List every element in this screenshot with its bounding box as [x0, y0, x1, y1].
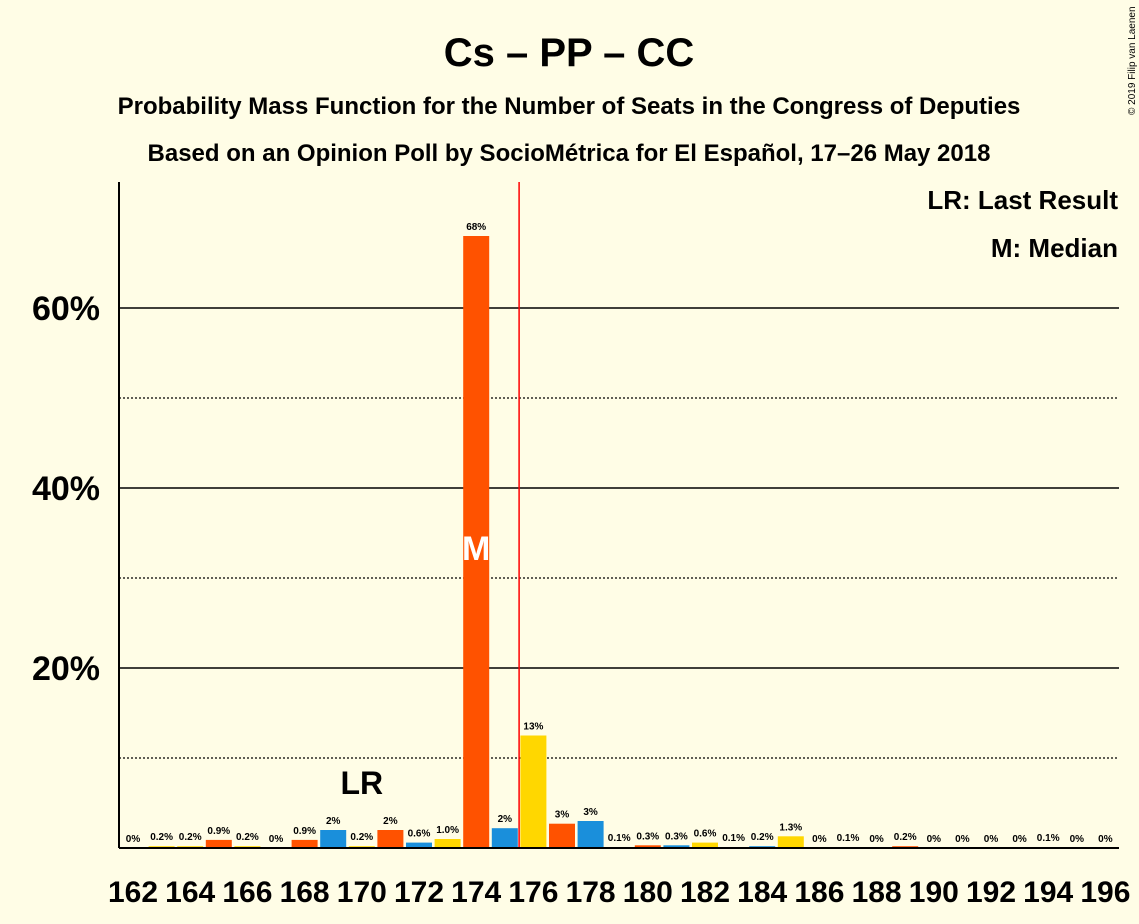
x-tick-162: 162: [108, 876, 158, 909]
data-label-seat-184: 0.2%: [751, 832, 774, 843]
data-label-seat-189: 0.2%: [894, 832, 917, 843]
data-label-seat-174: 68%: [466, 222, 486, 233]
data-label-seat-177: 3%: [555, 810, 570, 821]
bar-seat-165: [205, 839, 232, 848]
data-label-seat-194: 0.1%: [1037, 833, 1060, 844]
x-tick-164: 164: [165, 876, 215, 909]
data-label-seat-190: 0%: [927, 834, 942, 845]
x-tick-176: 176: [508, 876, 558, 909]
data-label-seat-163: 0.2%: [150, 832, 173, 843]
bar-seat-174: [463, 236, 490, 848]
bar-seat-173: [434, 839, 461, 848]
data-label-seat-167: 0%: [269, 834, 284, 845]
annotations: LR M: [340, 182, 520, 848]
data-label-seat-170: 0.2%: [350, 832, 373, 843]
data-label-seat-171: 2%: [383, 816, 398, 827]
data-label-seat-193: 0%: [1012, 834, 1027, 845]
y-tick-60: 60%: [32, 290, 100, 328]
x-tick-166: 166: [222, 876, 272, 909]
data-label-seat-179: 0.1%: [608, 833, 631, 844]
x-tick-168: 168: [280, 876, 330, 909]
last-result-marker: LR: [340, 765, 383, 801]
data-label-seat-196: 0%: [1098, 834, 1113, 845]
bar-seat-185: [777, 836, 804, 848]
y-tick-40: 40%: [32, 470, 100, 508]
bar-seat-178: [577, 821, 604, 848]
data-label-seat-188: 0%: [869, 834, 884, 845]
x-tick-190: 190: [909, 876, 959, 909]
data-label-seat-164: 0.2%: [179, 832, 202, 843]
bar-seat-168: [291, 839, 318, 848]
data-label-seat-180: 0.3%: [636, 831, 659, 842]
chart-subtitle-2: Based on an Opinion Poll by SocioMétrica…: [148, 140, 991, 167]
y-tick-20: 20%: [32, 650, 100, 688]
data-label-seat-173: 1.0%: [436, 825, 459, 836]
x-tick-188: 188: [852, 876, 902, 909]
x-tick-labels: 162 164 166 168 170 172 174 176 178 180 182 184 186 1…: [108, 876, 1130, 909]
chart-subtitle-1: Probability Mass Function for the Number…: [118, 93, 1021, 120]
x-tick-196: 196: [1080, 876, 1130, 909]
data-label-seat-195: 0%: [1070, 834, 1085, 845]
data-label-seat-168: 0.9%: [293, 826, 316, 837]
data-label-seat-176: 13%: [523, 722, 543, 733]
data-label-seat-192: 0%: [984, 834, 999, 845]
copyright-notice: © 2019 Filip van Laenen: [1127, 6, 1138, 115]
bar-seat-177: [549, 823, 575, 848]
data-label-seat-175: 2%: [498, 814, 513, 825]
data-label-seat-178: 3%: [583, 807, 598, 818]
bar-seat-171: [377, 830, 404, 848]
x-tick-180: 180: [623, 876, 673, 909]
data-label-seat-169: 2%: [326, 816, 341, 827]
data-label-seat-172: 0.6%: [408, 829, 431, 840]
bar-seat-182: [692, 842, 718, 848]
data-label-seat-166: 0.2%: [236, 832, 259, 843]
x-tick-182: 182: [680, 876, 730, 909]
bar-seat-180: [634, 845, 661, 848]
bar-seat-172: [406, 842, 432, 848]
gridlines: [119, 307, 1119, 759]
x-tick-174: 174: [451, 876, 501, 909]
x-tick-172: 172: [394, 876, 444, 909]
x-tick-178: 178: [566, 876, 616, 909]
median-marker: M: [462, 530, 490, 568]
bar-seat-175: [491, 828, 518, 848]
chart-title: Cs – PP – CC: [444, 31, 695, 75]
data-label-seat-165: 0.9%: [207, 826, 230, 837]
data-label-seat-183: 0.1%: [722, 833, 745, 844]
bar-seat-169: [320, 830, 347, 848]
bar-seat-176: [520, 735, 547, 848]
bars: 0% 0.2% 0.2% 0.9% 0.2% 0% 0.9% 2% 0.2% 2% 0.6% 1.0%…: [126, 222, 1113, 848]
x-tick-184: 184: [737, 876, 787, 909]
data-label-seat-181: 0.3%: [665, 831, 688, 842]
data-label-seat-162: 0%: [126, 834, 141, 845]
data-label-seat-187: 0.1%: [837, 833, 860, 844]
x-tick-192: 192: [966, 876, 1016, 909]
x-tick-170: 170: [337, 876, 387, 909]
legend-last-result: LR: Last Result: [927, 185, 1118, 215]
legend-median: M: Median: [991, 233, 1118, 263]
data-label-seat-186: 0%: [812, 834, 827, 845]
data-label-seat-182: 0.6%: [694, 829, 717, 840]
x-tick-194: 194: [1023, 876, 1073, 909]
x-tick-186: 186: [794, 876, 844, 909]
y-tick-labels: 20% 40% 60%: [32, 290, 100, 688]
data-label-seat-185: 1.3%: [779, 822, 802, 833]
data-label-seat-191: 0%: [955, 834, 970, 845]
bar-seat-181: [663, 845, 690, 848]
